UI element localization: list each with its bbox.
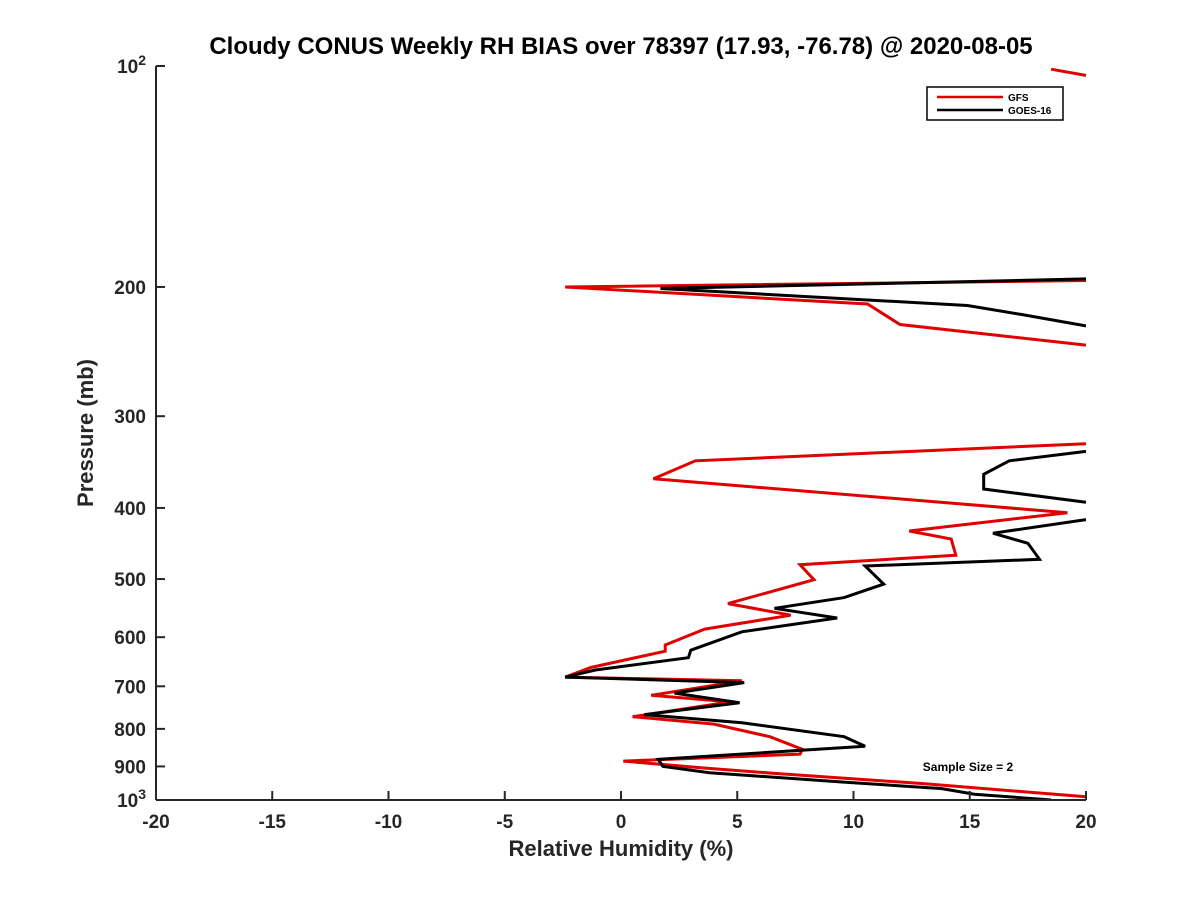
- x-axis-label: Relative Humidity (%): [509, 836, 734, 861]
- sample-size-annotation: Sample Size = 2: [923, 760, 1014, 774]
- series-line-gfs-segment-2: [564, 442, 1086, 799]
- x-tick-label: -20: [142, 812, 169, 833]
- legend: GFS GOES-16: [926, 86, 1064, 121]
- series-line-goes16-segment-2: [564, 518, 1086, 800]
- series-line-goes16-segment-0: [660, 277, 1086, 328]
- x-tick-label: 20: [1075, 812, 1096, 833]
- y-tick-label: 400: [114, 499, 146, 520]
- chart-title: Cloudy CONUS Weekly RH BIAS over 78397 (…: [209, 33, 1032, 60]
- y-axis-label: Pressure (mb): [73, 359, 98, 507]
- x-tick-label: 15: [959, 812, 981, 833]
- x-tick-label: -10: [375, 812, 402, 833]
- series-line-goes16-segment-1: [982, 449, 1086, 504]
- axes: [155, 66, 1086, 801]
- x-tick-label: 10: [843, 812, 864, 833]
- x-tick-label: -5: [496, 812, 513, 833]
- series-layer: [564, 67, 1086, 800]
- legend-label-gfs: GFS: [1008, 93, 1029, 104]
- legend-label-goes16: GOES-16: [1008, 106, 1052, 117]
- y-tick-label: 700: [114, 677, 146, 698]
- x-tick-label: 0: [616, 812, 627, 833]
- series-line-gfs-segment-0: [1050, 67, 1086, 77]
- y-tick-label: 200: [114, 278, 146, 299]
- y-tick-label: 103: [117, 786, 146, 812]
- x-tick-label: -15: [259, 812, 287, 833]
- x-tick-label: 5: [732, 812, 743, 833]
- y-tick-label: 500: [114, 570, 146, 591]
- y-tick-label: 900: [114, 757, 146, 778]
- y-tick-label: 800: [114, 720, 146, 741]
- y-tick-label: 102: [117, 52, 146, 78]
- ticks: -20 -15 -10 -5 0 5 10 15 20 102 200 300 400 500 600 700…: [114, 52, 1096, 833]
- series-line-gfs-segment-1: [565, 279, 1086, 347]
- y-tick-label: 600: [114, 628, 146, 649]
- legend-box: [926, 86, 1064, 121]
- plot-area: [156, 66, 1086, 800]
- y-tick-label: 300: [114, 407, 146, 428]
